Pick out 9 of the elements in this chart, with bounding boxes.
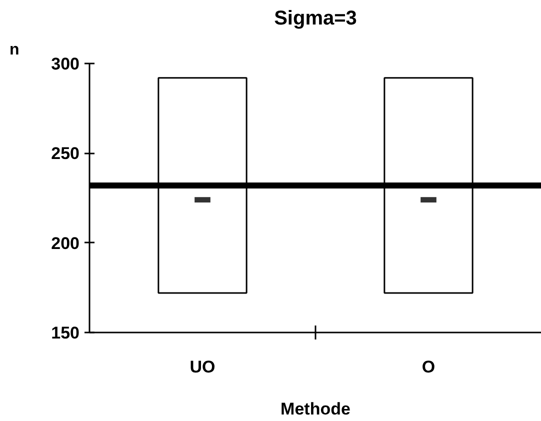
chart-title: Sigma=3 xyxy=(274,8,357,30)
y-axis-title: n xyxy=(10,42,20,58)
y-tick-label: 150 xyxy=(51,324,80,342)
y-tick-label: 300 xyxy=(51,54,80,74)
y-tick-label: 250 xyxy=(51,144,80,164)
x-tick-label: UO xyxy=(190,358,216,376)
x-axis-title: Methode xyxy=(280,400,350,418)
x-tick-label: O xyxy=(422,358,436,376)
y-tick-label: 200 xyxy=(51,234,80,253)
